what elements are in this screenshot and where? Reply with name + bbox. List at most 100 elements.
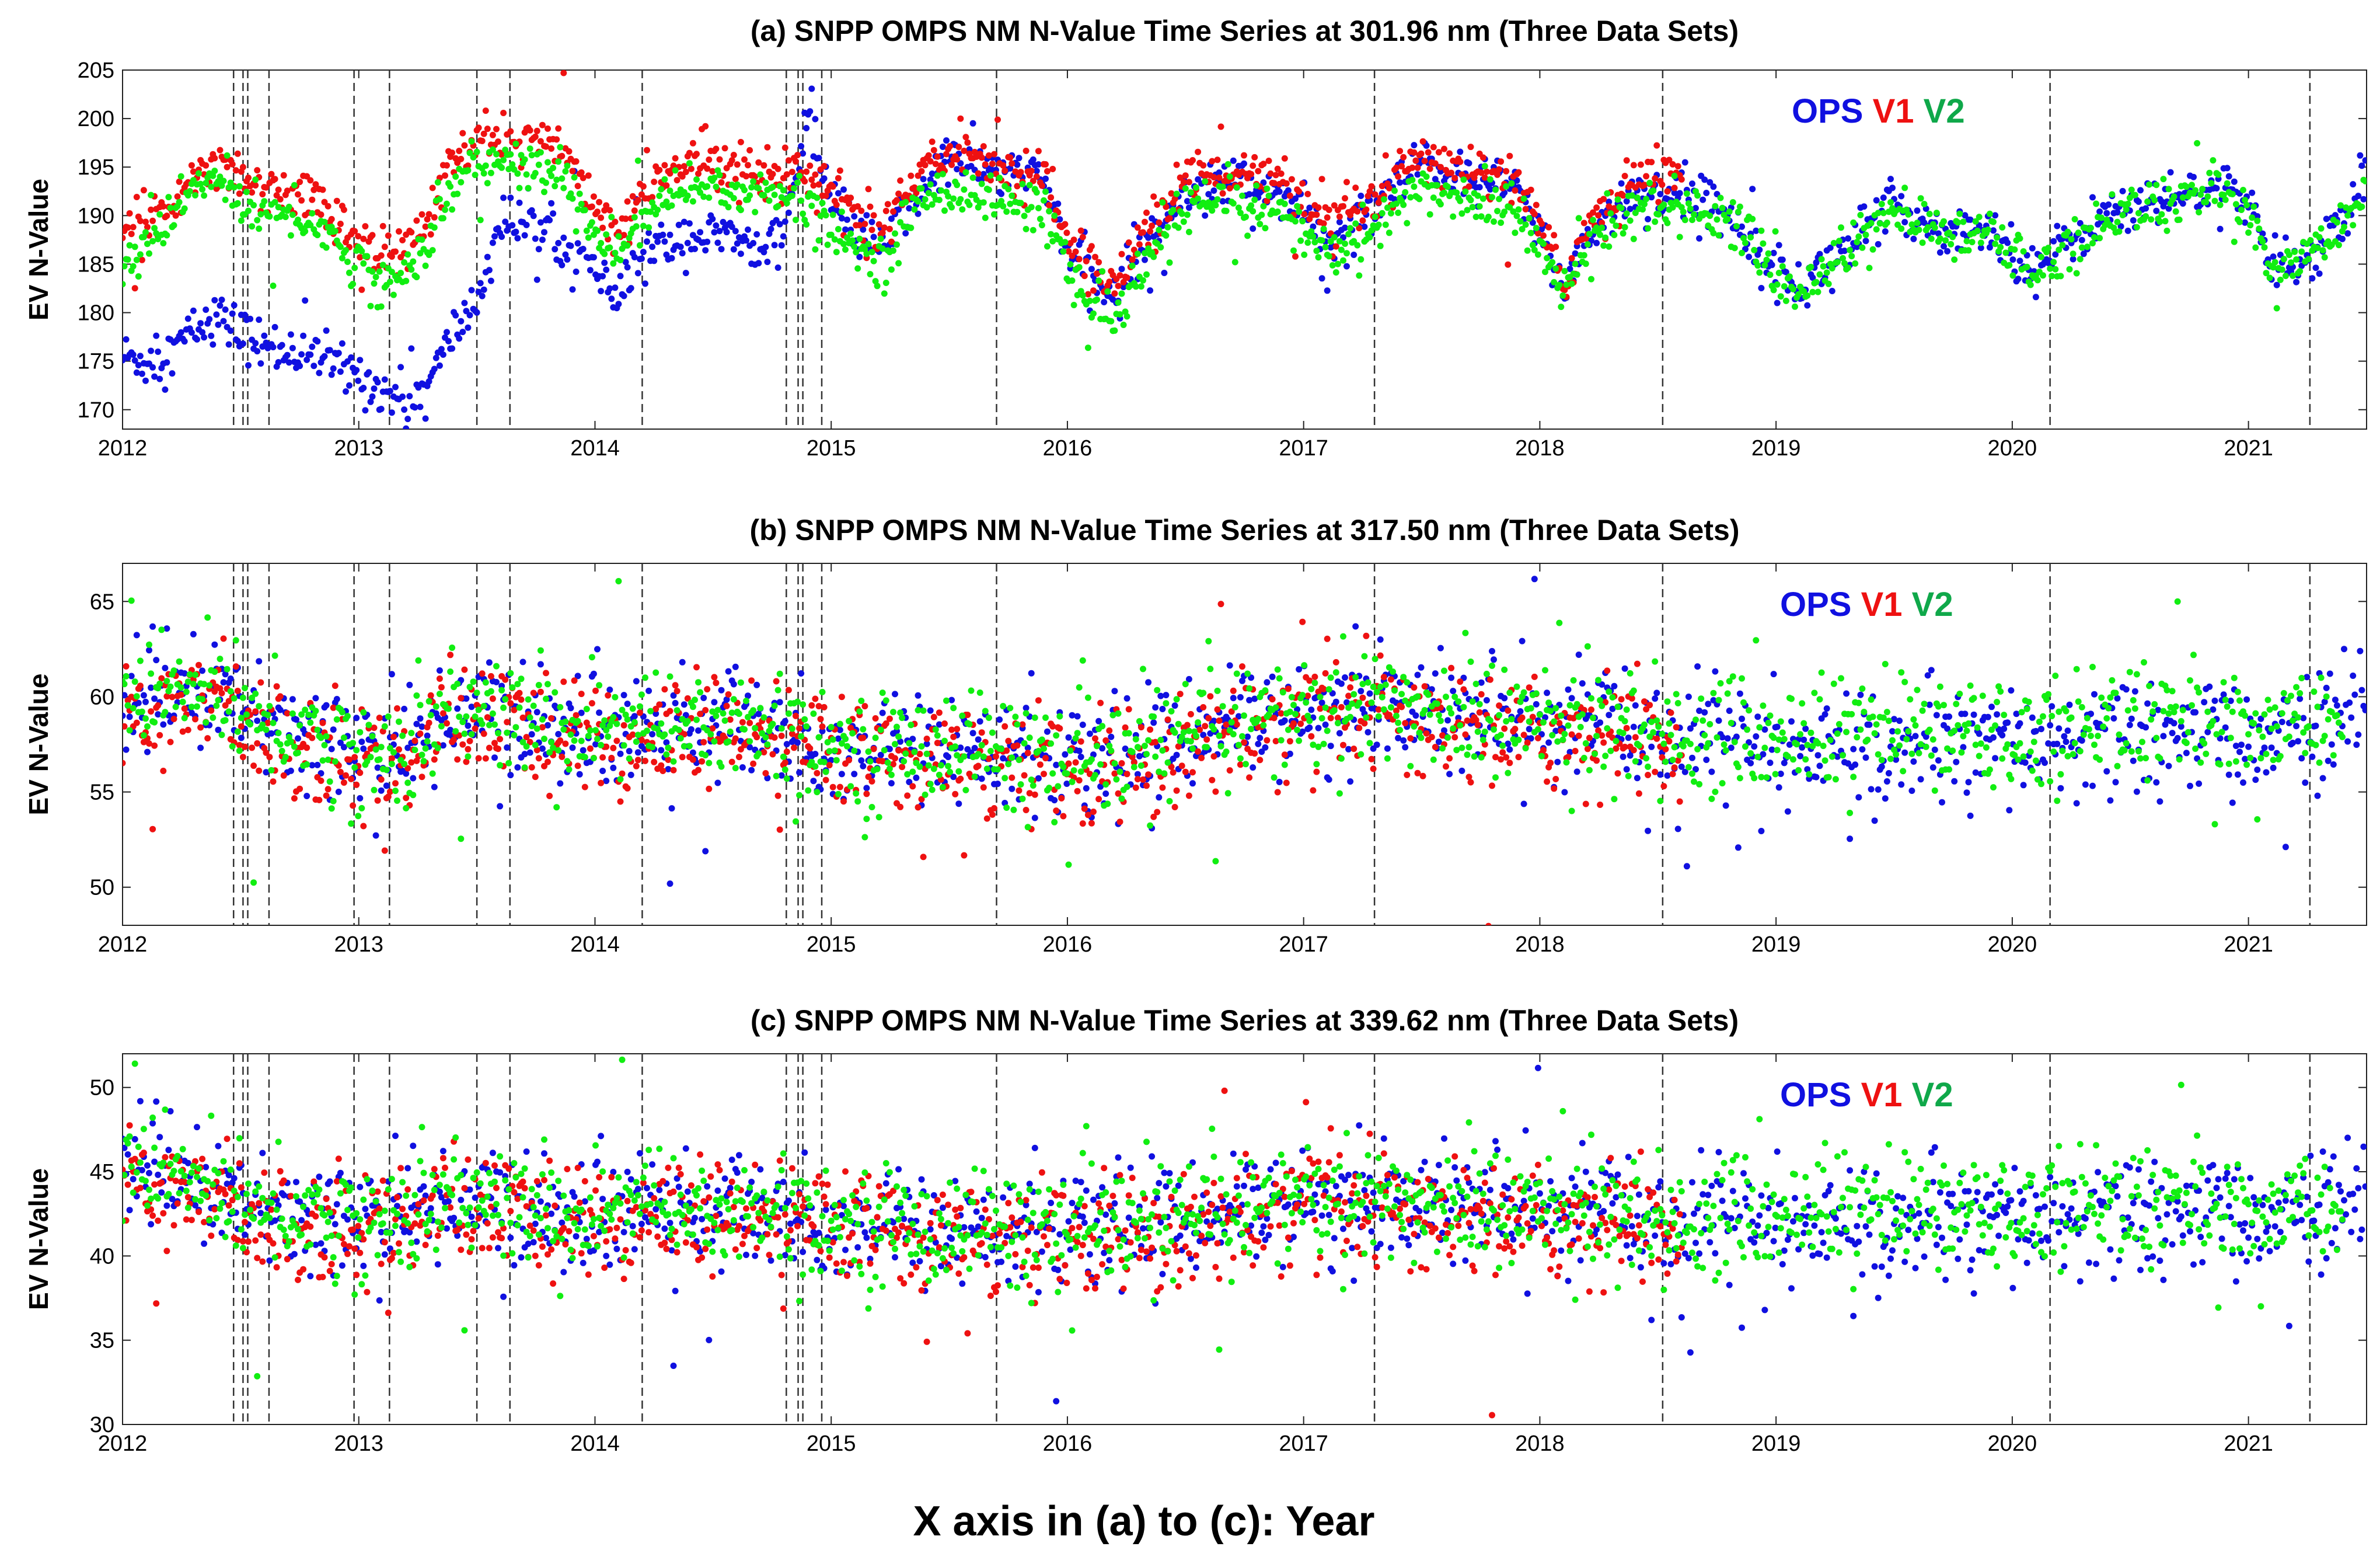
data-point-v2 xyxy=(833,249,840,256)
data-point-ops xyxy=(681,701,688,708)
data-point-ops xyxy=(606,285,613,292)
data-point-ops xyxy=(1882,228,1889,235)
data-point-ops xyxy=(1111,688,1118,695)
data-point-v1 xyxy=(343,772,349,779)
x-tick-label: 2018 xyxy=(1515,932,1565,957)
data-point-ops xyxy=(1802,725,1809,732)
data-point-v2 xyxy=(545,159,551,166)
data-point-ops xyxy=(1159,706,1166,712)
data-point-ops xyxy=(2242,219,2249,226)
data-point-ops xyxy=(1342,674,1348,681)
data-point-v2 xyxy=(856,235,863,242)
data-point-v1 xyxy=(622,215,629,222)
data-point-v2 xyxy=(788,192,795,199)
data-point-ops xyxy=(764,259,771,266)
data-point-ops xyxy=(562,251,569,258)
data-point-ops xyxy=(148,684,155,691)
data-point-v1 xyxy=(133,194,140,200)
data-point-v1 xyxy=(160,768,167,774)
data-point-v1 xyxy=(1382,152,1389,159)
data-point-v2 xyxy=(1430,194,1437,201)
data-point-ops xyxy=(2165,762,2172,769)
data-point-ops xyxy=(140,692,147,699)
data-point-v2 xyxy=(2192,187,2199,194)
data-point-v2 xyxy=(1345,231,1352,238)
data-point-v2 xyxy=(2057,273,2064,280)
data-point-ops xyxy=(2045,740,2052,747)
data-point-ops xyxy=(486,659,493,666)
data-point-v1 xyxy=(170,716,177,722)
data-point-ops xyxy=(2008,221,2015,228)
data-point-v2 xyxy=(1037,215,1044,222)
data-point-ops xyxy=(1990,227,1997,234)
data-point-v2 xyxy=(210,172,217,179)
data-point-v2 xyxy=(1850,219,1857,226)
data-point-v1 xyxy=(163,213,170,220)
data-point-ops xyxy=(2211,697,2218,704)
data-point-ops xyxy=(745,226,751,233)
data-point-ops xyxy=(130,351,137,358)
data-point-ops xyxy=(247,315,254,322)
data-point-v2 xyxy=(1887,199,1894,205)
data-point-v1 xyxy=(196,661,202,668)
data-point-ops xyxy=(284,351,291,358)
data-point-v2 xyxy=(160,240,167,247)
data-point-v1 xyxy=(295,191,301,198)
data-point-ops xyxy=(2323,684,2330,691)
data-point-ops xyxy=(2225,771,2232,778)
data-point-v2 xyxy=(2208,180,2215,187)
data-point-v1 xyxy=(245,175,252,181)
data-point-v2 xyxy=(1033,189,1040,196)
data-point-ops xyxy=(624,701,631,708)
data-point-ops xyxy=(780,233,787,240)
data-point-ops xyxy=(1074,713,1081,720)
data-point-v2 xyxy=(190,177,197,184)
data-point-v2 xyxy=(1340,257,1346,264)
data-point-ops xyxy=(406,393,413,400)
data-point-v1 xyxy=(413,217,420,224)
data-point-v2 xyxy=(449,206,456,213)
data-point-ops xyxy=(298,351,305,358)
data-point-v2 xyxy=(1825,280,1832,287)
data-point-v2 xyxy=(774,203,781,210)
data-point-v2 xyxy=(2206,169,2213,176)
data-point-ops xyxy=(1076,747,1083,754)
data-point-v1 xyxy=(1278,170,1285,177)
data-point-v2 xyxy=(1597,231,1604,238)
data-point-ops xyxy=(321,353,328,360)
data-point-v2 xyxy=(1590,217,1596,224)
data-point-v2 xyxy=(1433,182,1440,189)
data-point-ops xyxy=(242,311,248,318)
data-point-v2 xyxy=(1310,233,1317,240)
data-point-v1 xyxy=(1042,161,1049,168)
data-point-v1 xyxy=(922,162,929,169)
data-point-ops xyxy=(1775,242,1782,249)
data-point-v1 xyxy=(234,688,241,694)
data-point-v1 xyxy=(886,225,893,232)
data-point-v2 xyxy=(1357,256,1365,263)
data-point-ops xyxy=(1257,734,1264,741)
data-point-v2 xyxy=(2321,254,2328,261)
data-point-ops xyxy=(587,267,594,274)
data-point-v2 xyxy=(477,217,484,224)
data-point-v2 xyxy=(1726,208,1733,215)
data-point-v2 xyxy=(282,214,289,221)
data-point-ops xyxy=(2103,210,2110,217)
data-point-v2 xyxy=(1628,192,1635,199)
data-point-v2 xyxy=(2358,203,2365,210)
data-point-v2 xyxy=(1779,263,1786,270)
data-point-v2 xyxy=(2362,177,2367,184)
data-point-ops xyxy=(945,754,952,761)
data-point-v2 xyxy=(275,204,282,211)
data-point-ops xyxy=(229,310,236,317)
data-point-v2 xyxy=(1634,194,1641,201)
panels: (a) SNPP OMPS NM N-Value Time Series at … xyxy=(23,15,2367,1456)
data-point-v1 xyxy=(1421,158,1428,165)
data-point-ops xyxy=(762,243,769,250)
data-point-v2 xyxy=(760,192,767,198)
data-point-v1 xyxy=(1479,154,1486,161)
data-point-ops xyxy=(2054,740,2061,747)
data-point-v1 xyxy=(686,149,693,156)
data-point-ops xyxy=(1088,266,1095,273)
data-point-v1 xyxy=(254,167,261,174)
